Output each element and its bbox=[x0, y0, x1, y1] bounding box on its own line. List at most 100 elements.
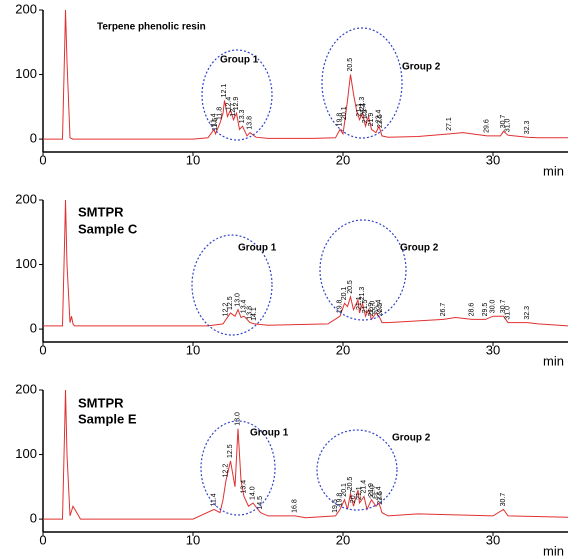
peak-label: 22.4 bbox=[376, 486, 383, 500]
panel-title: Sample C bbox=[78, 221, 138, 236]
y-tick-label: 100 bbox=[15, 256, 37, 271]
peak-label: 11.4 bbox=[211, 493, 218, 506]
peak-label: 28.6 bbox=[469, 303, 476, 317]
trace bbox=[43, 200, 568, 327]
x-tick-label: 0 bbox=[39, 532, 46, 547]
peak-label: 21.5 bbox=[362, 109, 369, 123]
peak-label: 13.8 bbox=[247, 306, 254, 320]
group-label: Group 1 bbox=[238, 243, 277, 254]
peak-label: 16.8 bbox=[292, 499, 299, 513]
peak-label: 14.5 bbox=[257, 496, 264, 510]
x-axis-label: min bbox=[543, 163, 564, 178]
peak-label: 32.3 bbox=[524, 120, 531, 134]
group-ellipse bbox=[316, 429, 398, 511]
peak-label: 20.5 bbox=[347, 280, 354, 294]
trace bbox=[43, 10, 568, 140]
group-ellipse bbox=[201, 49, 273, 141]
y-tick-label: 200 bbox=[15, 1, 37, 16]
peak-label: 30.7 bbox=[500, 493, 507, 507]
x-tick-label: 30 bbox=[486, 532, 500, 547]
peak-label: 30.0 bbox=[490, 299, 497, 313]
group-label: Group 1 bbox=[220, 55, 259, 66]
x-tick-label: 0 bbox=[39, 152, 46, 167]
peak-label: 22.5 bbox=[377, 303, 384, 317]
peak-label: 13.4 bbox=[241, 480, 248, 494]
peak-label: 13.4 bbox=[241, 299, 248, 313]
group-ellipse bbox=[319, 219, 407, 321]
peak-label: 21.3 bbox=[359, 287, 366, 301]
peak-label: 21.9 bbox=[368, 113, 375, 127]
peak-label: 22.0 bbox=[370, 485, 377, 499]
panel-title: Sample E bbox=[78, 411, 137, 426]
peak-label: 21.1 bbox=[356, 296, 363, 310]
peak-label: 21.3 bbox=[359, 97, 366, 111]
peak-label: 12.5 bbox=[227, 296, 234, 310]
group-label: Group 2 bbox=[392, 433, 431, 444]
peak-label: 20.5 bbox=[347, 58, 354, 72]
y-tick-label: 200 bbox=[15, 381, 37, 396]
peak-label: 20.5 bbox=[347, 477, 354, 491]
peak-label: 32.3 bbox=[524, 306, 531, 320]
peak-label: 19.8 bbox=[337, 299, 344, 313]
x-tick-label: 10 bbox=[186, 532, 200, 547]
peak-label: 30.7 bbox=[500, 299, 507, 313]
peak-label: 20.1 bbox=[341, 106, 348, 120]
peak-label: 11.5 bbox=[212, 118, 219, 131]
x-tick-label: 10 bbox=[186, 342, 200, 357]
peak-label: 20.1 bbox=[341, 287, 348, 301]
peak-label: 22.0 bbox=[370, 301, 377, 315]
peak-label: 21.9 bbox=[368, 303, 375, 317]
y-tick-label: 0 bbox=[30, 321, 37, 336]
peak-label: 22.4 bbox=[376, 109, 383, 123]
x-axis-label: min bbox=[543, 353, 564, 368]
y-tick-label: 200 bbox=[15, 191, 37, 206]
peak-label: 19.8 bbox=[337, 493, 344, 507]
x-tick-label: 0 bbox=[39, 342, 46, 357]
group-ellipse bbox=[321, 27, 403, 139]
peak-label: 13.3 bbox=[239, 109, 246, 123]
group-label: Group 2 bbox=[402, 62, 441, 73]
y-tick-label: 0 bbox=[30, 131, 37, 146]
panel-title: SMTPR bbox=[78, 395, 124, 410]
panel: 0 100 200 0 10 20 30 min 12.212.5 13.0 13.4 13.814.… bbox=[15, 191, 568, 368]
x-tick-label: 20 bbox=[336, 532, 350, 547]
peak-label: 21.9 bbox=[368, 483, 375, 497]
peak-label: 11.8 bbox=[217, 107, 224, 120]
peak-label: 14.1 bbox=[251, 307, 258, 321]
peak-label: 14.0 bbox=[250, 486, 257, 500]
peak-label: 29.5 bbox=[482, 303, 489, 317]
y-tick-label: 0 bbox=[30, 511, 37, 526]
x-tick-label: 30 bbox=[486, 342, 500, 357]
panel-title: SMTPR bbox=[78, 204, 124, 219]
group-label: Group 2 bbox=[400, 243, 439, 254]
group-ellipse bbox=[191, 234, 273, 336]
x-tick-label: 10 bbox=[186, 152, 200, 167]
peak-label: 12.1 bbox=[221, 84, 228, 98]
peak-label: 31.0 bbox=[505, 118, 512, 132]
y-tick-label: 100 bbox=[15, 446, 37, 461]
peak-label: 19.8 bbox=[337, 113, 344, 127]
peak-label: 21.5 bbox=[362, 299, 369, 313]
peak-label: 21.4 bbox=[361, 480, 368, 494]
panel: 0 100 200 0 10 20 30 min 11.411.511.8 12.112.412.… bbox=[15, 1, 568, 178]
peak-label: 27.1 bbox=[446, 117, 453, 131]
peak-label: 22.5 bbox=[377, 491, 384, 505]
peak-label: 13.8 bbox=[247, 116, 254, 130]
x-tick-label: 20 bbox=[336, 342, 350, 357]
group-ellipse bbox=[200, 420, 276, 516]
peak-label: 30.7 bbox=[500, 115, 507, 129]
peak-label: 12.5 bbox=[227, 444, 234, 458]
peak-label: 21.1 bbox=[356, 103, 363, 117]
peak-label: 22.4 bbox=[376, 299, 383, 313]
peak-label: 31.0 bbox=[505, 306, 512, 320]
peak-label: 22.5 bbox=[377, 114, 384, 128]
peak-label: 19.5 bbox=[332, 499, 339, 513]
peak-label: 11.4 bbox=[211, 113, 218, 126]
group-label: Group 1 bbox=[250, 428, 289, 439]
panel-title: Terpene phenolic resin bbox=[97, 22, 206, 33]
x-tick-label: 20 bbox=[336, 152, 350, 167]
peak-label: 21.4 bbox=[361, 103, 368, 117]
peak-label: 12.2 bbox=[223, 303, 230, 317]
